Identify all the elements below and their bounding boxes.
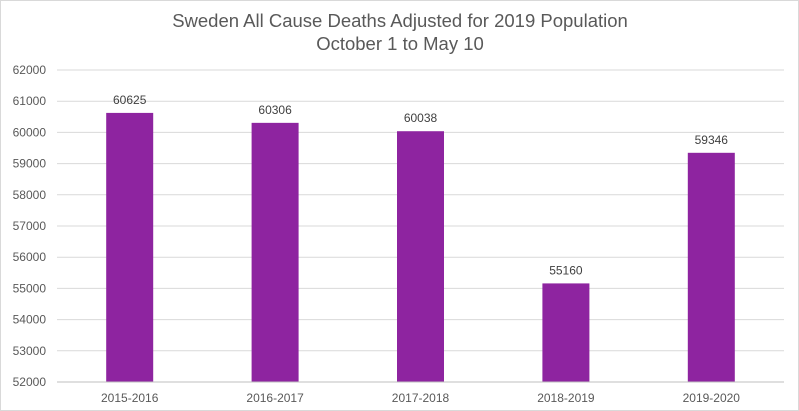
bar bbox=[106, 112, 154, 383]
x-tick-label: 2018-2019 bbox=[537, 391, 595, 405]
gridlines bbox=[57, 69, 784, 352]
x-axis-ticks: 2015-2016 2016-2017 2017-2018 2018-2019 2019… bbox=[101, 391, 740, 405]
y-tick-label: 58000 bbox=[13, 188, 47, 202]
x-tick-label: 2017-2018 bbox=[392, 391, 450, 405]
bar bbox=[251, 122, 299, 383]
data-label: 60306 bbox=[258, 103, 292, 117]
chart-subtitle: October 1 to May 10 bbox=[316, 33, 484, 54]
y-tick-label: 62000 bbox=[13, 63, 47, 77]
chart-title: Sweden All Cause Deaths Adjusted for 201… bbox=[172, 10, 628, 31]
y-tick-label: 53000 bbox=[13, 344, 47, 358]
y-tick-label: 61000 bbox=[13, 94, 47, 108]
bar bbox=[542, 283, 590, 382]
data-label: 60038 bbox=[404, 111, 438, 125]
x-tick-label: 2019-2020 bbox=[683, 391, 741, 405]
y-tick-label: 60000 bbox=[13, 125, 47, 139]
data-label: 59346 bbox=[695, 133, 729, 147]
y-tick-label: 57000 bbox=[13, 219, 47, 233]
y-axis-ticks: 52000 53000 54000 55000 56000 57000 58000 59000… bbox=[13, 63, 47, 389]
y-tick-label: 59000 bbox=[13, 157, 47, 171]
bar bbox=[397, 131, 444, 382]
y-tick-label: 52000 bbox=[13, 375, 47, 389]
data-label: 55160 bbox=[549, 263, 583, 277]
data-label: 60625 bbox=[113, 93, 147, 107]
x-tick-label: 2016-2017 bbox=[246, 391, 304, 405]
bars: 60625 60306 60038 55160 59346 bbox=[106, 93, 735, 383]
y-tick-label: 55000 bbox=[13, 281, 47, 295]
x-tick-label: 2015-2016 bbox=[101, 391, 159, 405]
bar bbox=[687, 152, 735, 382]
y-tick-label: 54000 bbox=[13, 313, 47, 327]
y-tick-label: 56000 bbox=[13, 250, 47, 264]
